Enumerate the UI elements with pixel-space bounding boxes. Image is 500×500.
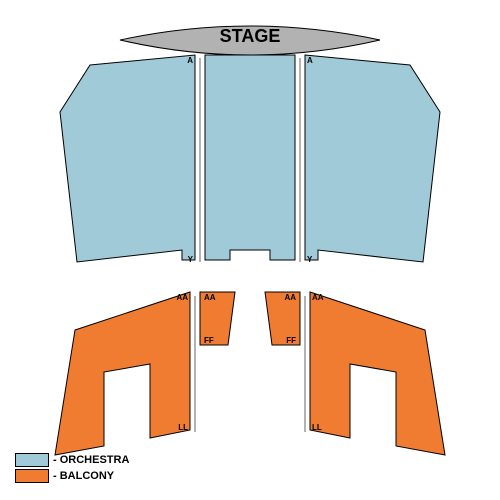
row-label: FF xyxy=(204,336,214,345)
row-label: A xyxy=(187,56,193,65)
row-label: LL xyxy=(178,423,188,432)
row-label: AA xyxy=(204,293,216,302)
orchestra-right[interactable] xyxy=(305,55,440,262)
seating-chart: STAGE AAYYAAAAAAAAFFFFLLLL - ORCHESTRA xyxy=(0,0,500,500)
row-label: Y xyxy=(307,255,313,264)
legend-swatch-balcony xyxy=(15,469,49,483)
stage-label: STAGE xyxy=(220,26,281,46)
balcony-group xyxy=(55,292,445,455)
legend: - ORCHESTRA - BALCONY xyxy=(15,453,129,485)
legend-row-orchestra: - ORCHESTRA xyxy=(15,453,129,467)
legend-label-balcony: - BALCONY xyxy=(53,470,114,482)
row-label: A xyxy=(307,56,313,65)
legend-label-orchestra: - ORCHESTRA xyxy=(53,454,129,466)
seating-svg: STAGE AAYYAAAAAAAAFFFFLLLL xyxy=(0,0,500,500)
row-label: Y xyxy=(188,255,194,264)
row-label: AA xyxy=(284,293,296,302)
row-label: AA xyxy=(312,293,324,302)
balcony-outer-right[interactable] xyxy=(310,292,445,455)
row-label: LL xyxy=(312,423,322,432)
orchestra-left[interactable] xyxy=(60,55,195,262)
orchestra-group xyxy=(60,55,440,262)
row-label: AA xyxy=(176,293,188,302)
legend-swatch-orchestra xyxy=(15,453,49,467)
balcony-outer-left[interactable] xyxy=(55,292,190,455)
orchestra-center[interactable] xyxy=(205,55,295,260)
legend-row-balcony: - BALCONY xyxy=(15,469,129,483)
row-label: FF xyxy=(286,336,296,345)
